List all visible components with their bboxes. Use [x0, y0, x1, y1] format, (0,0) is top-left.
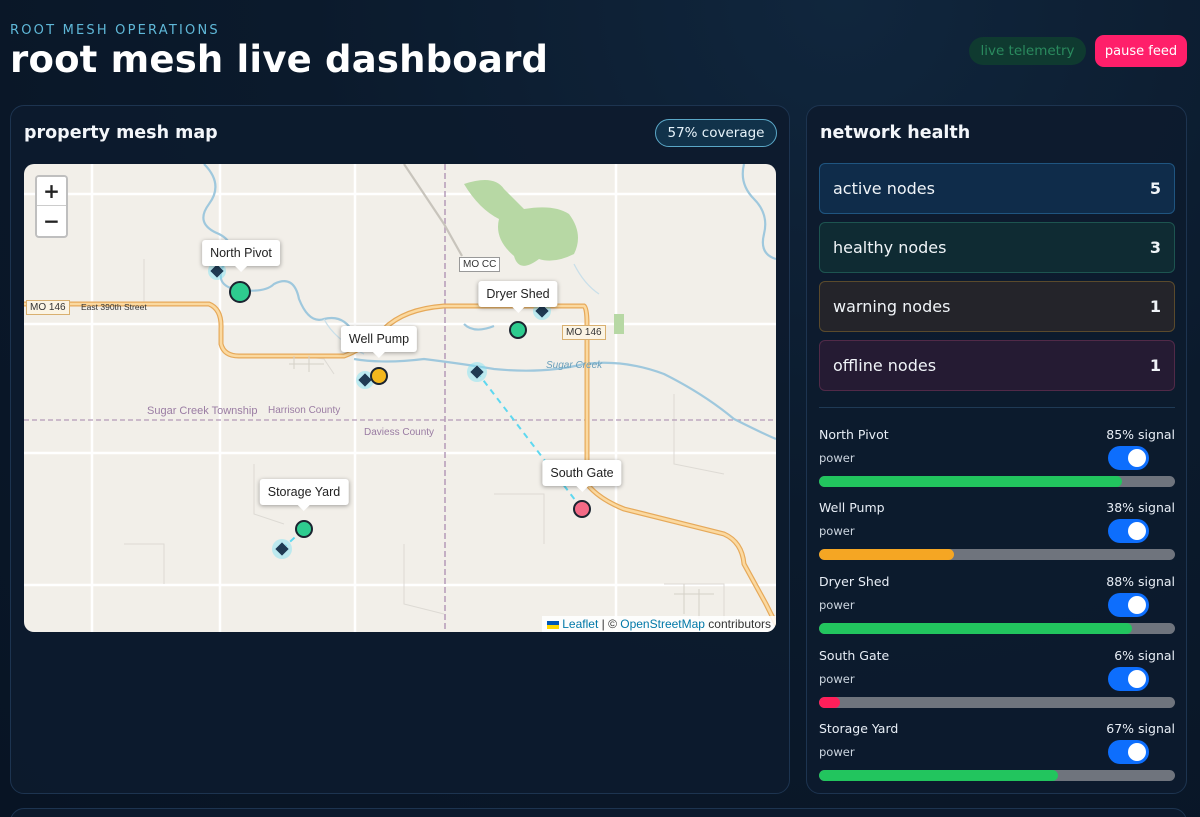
- node-row-well-pump: Well Pump 38% signal power: [819, 500, 1175, 562]
- signal-bar-fill: [819, 770, 1058, 781]
- stat-value: 3: [1149, 238, 1161, 257]
- power-toggle[interactable]: [1108, 519, 1149, 543]
- power-label: power: [819, 598, 855, 612]
- node-marker-dryer-shed[interactable]: [509, 321, 527, 339]
- signal-bar-fill: [819, 697, 841, 708]
- zoom-in-button[interactable]: +: [37, 177, 66, 206]
- node-name: Well Pump: [819, 500, 885, 515]
- zoom-control: + −: [35, 175, 68, 238]
- stat-value: 5: [1149, 179, 1161, 198]
- tooltip-storage-yard: Storage Yard: [259, 479, 349, 511]
- node-marker-north-pivot[interactable]: [229, 281, 251, 303]
- signal-bar: [819, 549, 1175, 560]
- pause-feed-button[interactable]: pause feed: [1095, 35, 1187, 67]
- health-panel-title: network health: [820, 123, 971, 143]
- tooltip-well-pump: Well Pump: [340, 326, 418, 358]
- zoom-out-button[interactable]: −: [37, 206, 66, 235]
- node-name: South Gate: [819, 648, 890, 663]
- power-label: power: [819, 745, 855, 759]
- power-label: power: [819, 672, 855, 686]
- node-signal: 88% signal: [1106, 574, 1175, 589]
- node-marker-storage-yard[interactable]: [295, 520, 313, 538]
- stat-warning-nodes: warning nodes 1: [819, 281, 1175, 332]
- node-name: Dryer Shed: [819, 574, 890, 589]
- tooltip-north-pivot: North Pivot: [202, 240, 280, 272]
- stat-value: 1: [1149, 297, 1161, 316]
- river-label: Sugar Creek: [546, 360, 603, 371]
- node-row-storage-yard: Storage Yard 67% signal power: [819, 721, 1175, 783]
- signal-bar-fill: [819, 623, 1133, 634]
- power-label: power: [819, 524, 855, 538]
- node-name: Storage Yard: [819, 721, 899, 736]
- node-marker-south-gate[interactable]: [573, 500, 591, 518]
- map-attribution: Leaflet | © OpenStreetMap contributors: [542, 616, 776, 632]
- road-label-mo146-east: MO 146: [562, 325, 606, 340]
- power-toggle[interactable]: [1108, 667, 1149, 691]
- node-row-dryer-shed: Dryer Shed 88% signal power: [819, 574, 1175, 636]
- node-signal: 6% signal: [1114, 648, 1175, 663]
- signal-bar-fill: [819, 476, 1122, 487]
- leaflet-link[interactable]: Leaflet: [562, 617, 599, 631]
- mesh-map[interactable]: MO 146 East 390th Street MO CC MO 146 Su…: [24, 164, 776, 632]
- map-panel-title: property mesh map: [24, 123, 218, 143]
- node-row-south-gate: South Gate 6% signal power: [819, 648, 1175, 710]
- map-base-layer: [24, 164, 776, 632]
- node-signal: 67% signal: [1106, 721, 1175, 736]
- county-label-harrison: Harrison County: [268, 405, 341, 416]
- network-health-panel: network health active nodes 5 healthy no…: [806, 105, 1187, 794]
- stat-healthy-nodes: healthy nodes 3: [819, 222, 1175, 273]
- power-label: power: [819, 451, 855, 465]
- stat-offline-nodes: offline nodes 1: [819, 340, 1175, 391]
- node-signal: 38% signal: [1106, 500, 1175, 515]
- power-toggle[interactable]: [1108, 446, 1149, 470]
- road-label-mocc: MO CC: [459, 257, 501, 272]
- signal-bar: [819, 770, 1175, 781]
- stat-label: healthy nodes: [833, 238, 947, 257]
- map-panel: property mesh map 57% coverage: [10, 105, 790, 794]
- stat-label: warning nodes: [833, 297, 951, 316]
- live-telemetry-badge: live telemetry: [969, 37, 1086, 65]
- signal-bar: [819, 476, 1175, 487]
- attribution-separator: | ©: [598, 617, 621, 631]
- tooltip-dryer-shed: Dryer Shed: [478, 281, 558, 313]
- stat-active-nodes: active nodes 5: [819, 163, 1175, 214]
- tooltip-south-gate: South Gate: [542, 460, 622, 492]
- coverage-badge: 57% coverage: [655, 119, 777, 147]
- power-toggle[interactable]: [1108, 740, 1149, 764]
- node-marker-well-pump[interactable]: [370, 367, 388, 385]
- stat-label: offline nodes: [833, 356, 937, 375]
- page-title: root mesh live dashboard: [10, 38, 549, 81]
- health-divider: [819, 407, 1175, 408]
- stat-label: active nodes: [833, 179, 935, 198]
- signal-bar: [819, 623, 1175, 634]
- road-label-mo146: MO 146: [26, 300, 70, 315]
- app-eyebrow: ROOT MESH OPERATIONS: [10, 23, 220, 38]
- signal-bar-fill: [819, 549, 955, 560]
- county-label-daviess: Daviess County: [364, 427, 435, 438]
- power-toggle[interactable]: [1108, 593, 1149, 617]
- node-signal: 85% signal: [1106, 427, 1175, 442]
- ukraine-flag-icon: [547, 620, 560, 629]
- bottom-panel: [10, 808, 1187, 817]
- node-name: North Pivot: [819, 427, 889, 442]
- signal-bar: [819, 697, 1175, 708]
- node-row-north-pivot: North Pivot 85% signal power: [819, 427, 1175, 489]
- township-label: Sugar Creek Township: [147, 405, 258, 417]
- road-label-street: East 390th Street: [81, 302, 147, 312]
- osm-link[interactable]: OpenStreetMap: [620, 617, 705, 631]
- attribution-suffix: contributors: [704, 617, 771, 631]
- stat-value: 1: [1149, 356, 1161, 375]
